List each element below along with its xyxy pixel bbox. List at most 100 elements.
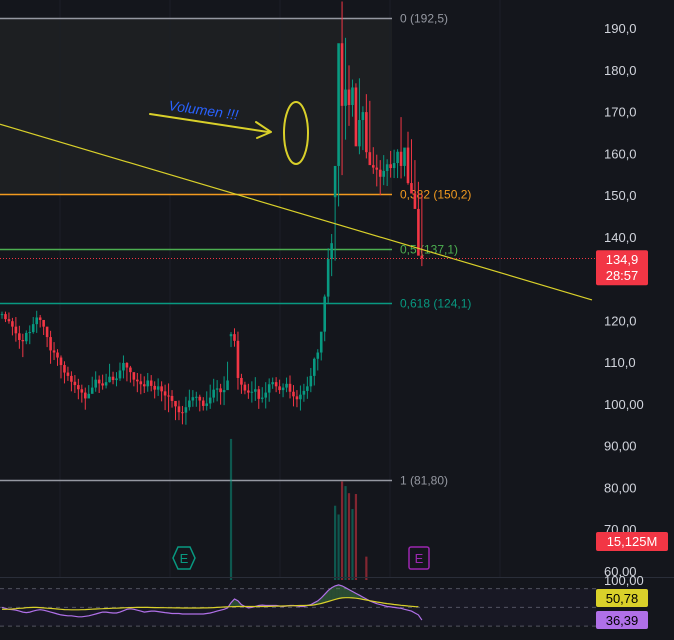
osc-fill [231, 598, 235, 607]
candle-body [42, 319, 45, 327]
price-axis: 190,0 180,0 170,0 160,0 150,0 140,0 120,0 110,0… [604, 21, 644, 579]
osc-axis-tick: 100,00 [604, 573, 644, 588]
candle-body [56, 352, 59, 358]
candle-body [361, 112, 365, 121]
candle-body [368, 152, 372, 166]
candle-body [233, 334, 236, 341]
candle-body [417, 208, 420, 256]
candle-body [174, 400, 177, 407]
candle-body [358, 120, 361, 147]
candle-body [281, 387, 285, 391]
candle-body [222, 390, 226, 393]
candle-body [38, 317, 42, 320]
volume-bar [347, 493, 351, 580]
candle-body [149, 380, 153, 386]
candle-body [205, 403, 209, 406]
candle-body [156, 386, 160, 390]
candle-body [115, 378, 118, 381]
volume-bar [344, 486, 347, 580]
candle-body [129, 367, 132, 373]
candle-body [132, 372, 136, 380]
candle-body [375, 167, 379, 170]
fib-levels[interactable]: 0 (192,5) 0,382 (150,2) 0,5 (137,1) 0,618 (… [0, 12, 471, 488]
candle-body [316, 352, 320, 359]
candle-body [31, 324, 35, 333]
earnings-marker-label-0: E [180, 551, 189, 566]
axis-tick-label: 90,00 [604, 439, 637, 454]
candle-body [219, 388, 222, 393]
osc-fill [342, 585, 346, 598]
candle-body [378, 169, 382, 177]
fib-zone-fill [0, 17, 392, 195]
candle-body [63, 365, 66, 373]
oscillator-pane [0, 584, 596, 627]
candle-body [153, 385, 156, 390]
candle-body [59, 357, 63, 366]
candle-body [111, 376, 115, 381]
candle-body [354, 87, 358, 147]
candle-body [73, 381, 77, 386]
axis-tick-label: 80,00 [604, 480, 637, 495]
osc-fill [321, 594, 325, 604]
volume-bar [354, 494, 358, 580]
candle-body [347, 89, 351, 106]
candle-body [392, 163, 396, 169]
fib-label-1: 0,382 (150,2) [400, 188, 471, 202]
candle-body [18, 333, 21, 340]
candle-body [344, 89, 347, 106]
candle-body [403, 147, 406, 166]
current-price-badge-text: 134,9 [606, 252, 639, 267]
osc-line-2 [1, 584, 423, 621]
candle-body [104, 382, 108, 386]
osc-fill [355, 593, 360, 599]
volume-bar [340, 481, 344, 580]
candle-body [340, 43, 344, 106]
candles [0, 1, 424, 425]
trendline[interactable] [0, 123, 593, 301]
candle-body [288, 383, 292, 392]
candle-body [195, 396, 198, 398]
candle-body [302, 390, 306, 395]
candle-body [146, 380, 150, 387]
candle-body [319, 331, 323, 353]
volume-bar [229, 438, 233, 580]
fib-label-2: 0,5 (137,1) [400, 243, 458, 257]
candle-body [24, 332, 28, 342]
candle-body [226, 380, 229, 391]
earnings-marker-1[interactable] [408, 546, 430, 570]
fib-label-0: 0 (192,5) [400, 12, 448, 26]
candle-body [257, 389, 261, 399]
candle-body [243, 384, 247, 391]
candle-body [188, 400, 191, 408]
osc-fill [331, 585, 336, 601]
candle-body [80, 389, 84, 393]
candle-body [212, 389, 215, 398]
candle-body [118, 370, 122, 379]
candle-body [163, 391, 167, 396]
candle-body [181, 412, 184, 414]
candle-body [14, 326, 18, 334]
candle-body [66, 372, 70, 376]
axis-tick-label: 190,0 [604, 21, 637, 36]
osc-band [0, 588, 596, 627]
axis-tick-label: 120,0 [604, 313, 637, 328]
candle-body [240, 377, 243, 385]
candle-body [274, 382, 278, 387]
candle-body [90, 387, 94, 394]
candle-body [35, 317, 38, 325]
candle-body [382, 170, 385, 177]
osc-line2-badge [596, 611, 648, 629]
candle-body [0, 314, 4, 316]
osc-line-1 [2, 597, 419, 611]
candle-body [420, 255, 424, 259]
candle-body [330, 243, 333, 260]
candle-body [139, 381, 143, 385]
volume-bar [337, 514, 340, 580]
candle-body [215, 388, 219, 390]
earnings-marker-0[interactable] [172, 546, 196, 570]
candle-body [11, 321, 14, 327]
candle-body [365, 112, 368, 153]
current-price-badge-text: 28:57 [606, 268, 639, 283]
